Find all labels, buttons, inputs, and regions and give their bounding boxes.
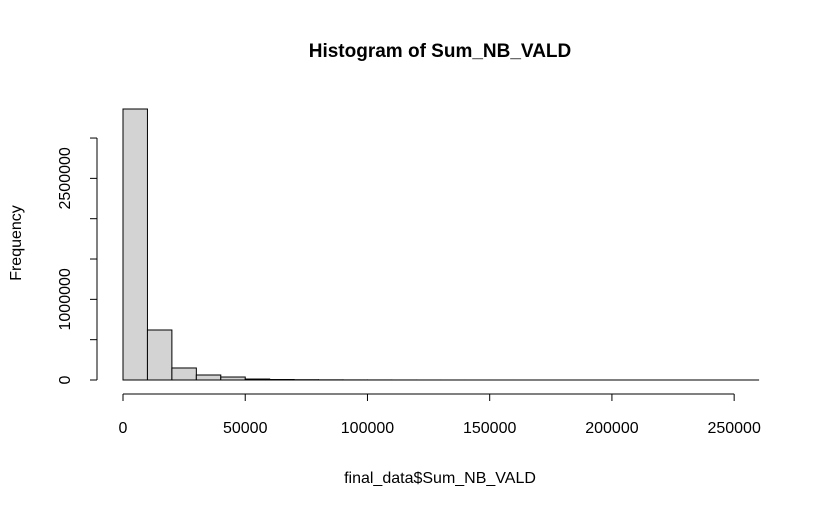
bar — [195, 374, 222, 381]
x-tick-label: 50000 — [223, 420, 268, 437]
x-tick-label: 250000 — [707, 420, 760, 437]
x-tick-label: 200000 — [585, 420, 638, 437]
y-tick-label: 1000000 — [57, 268, 74, 330]
x-tick-label: 100000 — [341, 420, 394, 437]
bar — [171, 367, 197, 381]
bar — [220, 376, 246, 381]
bar — [244, 378, 271, 381]
bar — [146, 329, 173, 381]
x-tick-label: 0 — [119, 420, 128, 437]
y-tick-label: 2500000 — [57, 147, 74, 209]
x-tick-label: 150000 — [463, 420, 516, 437]
chart-title: Histogram of Sum_NB_VALD — [309, 41, 572, 62]
y-tick-label: 0 — [57, 375, 74, 384]
y-axis-label: Frequency — [8, 205, 25, 281]
bar — [122, 108, 148, 381]
x-axis-label: final_data$Sum_NB_VALD — [344, 470, 536, 487]
